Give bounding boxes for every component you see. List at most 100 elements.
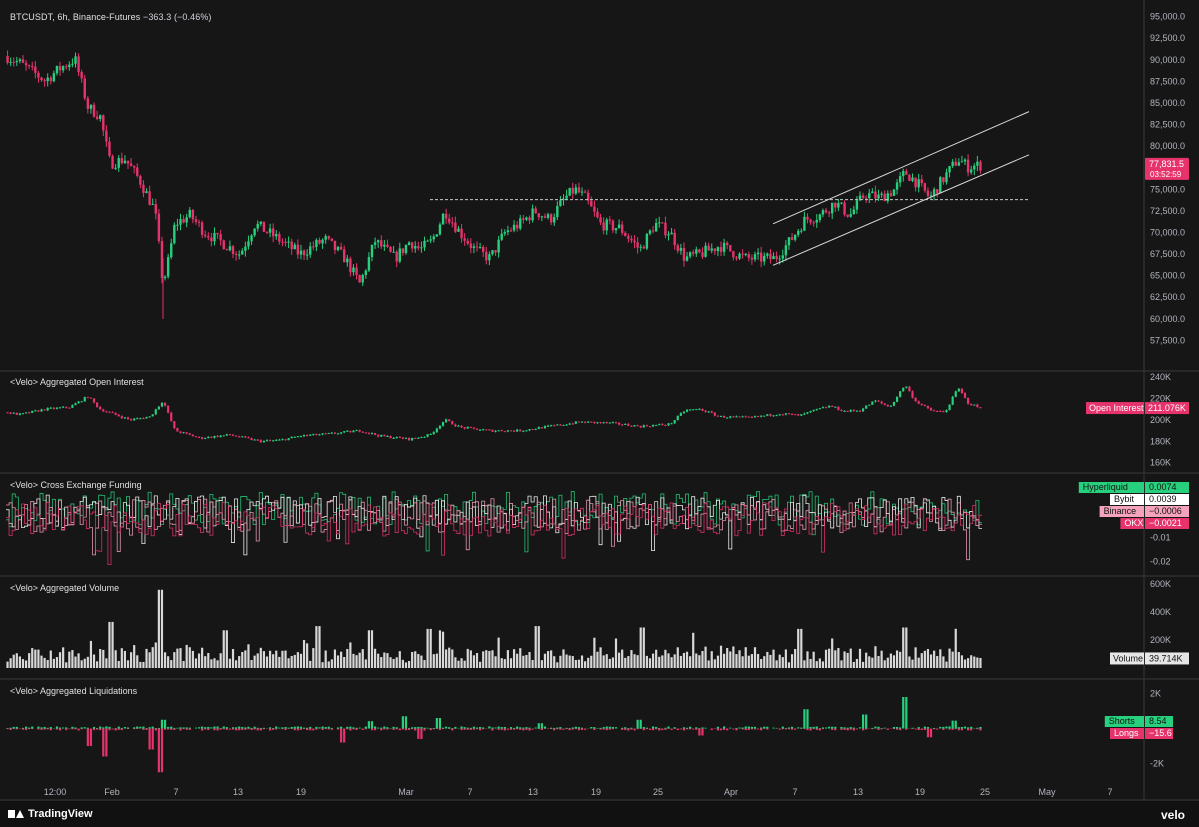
liq-short-bar bbox=[642, 727, 645, 729]
oi-candle bbox=[432, 432, 435, 435]
last-price-tag bbox=[1145, 157, 1189, 180]
oi-candle bbox=[503, 431, 506, 433]
liq-short-bar bbox=[253, 726, 256, 729]
oi-candle bbox=[979, 407, 982, 409]
liq-short-bar bbox=[278, 727, 281, 729]
oi-candle bbox=[648, 426, 652, 428]
liq-short-bar bbox=[812, 726, 815, 729]
oi-candle bbox=[698, 408, 701, 410]
price-candle bbox=[451, 222, 454, 224]
liq-long-bar bbox=[723, 728, 726, 730]
price-candle bbox=[253, 228, 256, 236]
liq-long-bar bbox=[512, 728, 516, 730]
liq-long-bar bbox=[275, 728, 278, 730]
liq-short-bar bbox=[222, 726, 225, 729]
liq-short-bar bbox=[250, 727, 253, 729]
volume-bar bbox=[824, 649, 828, 668]
price-candle bbox=[920, 179, 923, 184]
liq-long-bar bbox=[370, 728, 374, 731]
volume-bar bbox=[685, 651, 689, 668]
volume-bar bbox=[426, 628, 429, 668]
liq-long-bar bbox=[463, 728, 466, 730]
liq-tick-label: 2K bbox=[1150, 689, 1161, 699]
oi-candle bbox=[472, 427, 476, 429]
price-candle bbox=[559, 200, 562, 206]
funding-value-tag-hyperliquid bbox=[1145, 482, 1189, 493]
oi-candle bbox=[509, 430, 513, 432]
liq-long-bar bbox=[967, 728, 970, 731]
volume-bar bbox=[855, 658, 859, 668]
price-candle bbox=[648, 230, 652, 234]
oi-candle bbox=[892, 401, 896, 406]
oi-candle bbox=[92, 398, 96, 403]
oi-candle bbox=[926, 406, 930, 409]
oi-candle bbox=[395, 436, 398, 438]
oi-candle bbox=[247, 437, 250, 439]
price-candle bbox=[111, 155, 114, 169]
oi-candle bbox=[797, 414, 800, 416]
liq-short-bar bbox=[512, 727, 516, 729]
volume-bar bbox=[494, 656, 497, 668]
liq-short-bar bbox=[432, 727, 435, 729]
price-candle bbox=[472, 246, 476, 248]
volume-bar bbox=[756, 653, 760, 668]
liq-short-bar bbox=[590, 727, 593, 729]
liq-short-bar bbox=[553, 727, 556, 729]
price-candle bbox=[837, 202, 840, 208]
volume-bar bbox=[633, 654, 636, 668]
oi-candle bbox=[750, 416, 753, 418]
time-tick-label: 7 bbox=[792, 787, 797, 797]
volume-bar bbox=[49, 650, 52, 668]
liq-long-bar bbox=[216, 728, 219, 731]
oi-candle bbox=[213, 435, 216, 438]
oi-candle bbox=[318, 434, 321, 436]
volume-bar bbox=[509, 658, 513, 668]
volume-bar bbox=[658, 656, 661, 668]
liq-long-bar bbox=[892, 728, 896, 730]
liq-long-bar bbox=[979, 728, 982, 731]
price-candle bbox=[469, 243, 473, 248]
price-candle bbox=[120, 157, 124, 164]
liq-long-bar bbox=[880, 728, 883, 730]
price-candle bbox=[281, 241, 284, 243]
volume-bar bbox=[516, 653, 519, 668]
oi-candle bbox=[377, 434, 380, 437]
liq-short-bar bbox=[905, 697, 908, 729]
oi-candle bbox=[809, 411, 812, 413]
oi-candle bbox=[154, 409, 157, 415]
liq-short-bar bbox=[302, 727, 306, 729]
price-candle bbox=[15, 61, 19, 63]
liq-short-bar bbox=[268, 727, 272, 729]
liq-long-bar bbox=[546, 728, 550, 730]
volume-bar bbox=[710, 651, 713, 668]
price-candle bbox=[197, 221, 201, 223]
volume-bar bbox=[420, 655, 423, 668]
price-candle bbox=[364, 270, 368, 276]
volume-bar bbox=[719, 645, 723, 668]
oi-candle bbox=[281, 439, 284, 441]
volume-bar bbox=[537, 626, 540, 668]
liq-short-bar bbox=[664, 727, 667, 729]
price-candle bbox=[951, 161, 954, 167]
oi-candle bbox=[843, 410, 846, 412]
liq-short-bar bbox=[519, 727, 522, 729]
liq-short-bar bbox=[556, 727, 559, 729]
oi-candle bbox=[235, 435, 238, 437]
volume-bar bbox=[803, 660, 806, 668]
tradingview-logo[interactable]: TradingView bbox=[8, 808, 93, 820]
volume-bar bbox=[741, 656, 744, 668]
liq-long-bar bbox=[636, 728, 639, 730]
liq-long-bar bbox=[355, 728, 358, 730]
liq-short-bar bbox=[846, 727, 849, 729]
price-candle bbox=[457, 228, 460, 232]
liq-short-bar bbox=[831, 726, 834, 729]
oi-candle bbox=[37, 410, 40, 412]
volume-bar bbox=[6, 661, 9, 668]
liq-short-bar bbox=[970, 726, 973, 729]
liq-long-bar bbox=[201, 728, 204, 731]
volume-bar bbox=[373, 648, 377, 668]
price-candle bbox=[213, 232, 216, 242]
price-candle bbox=[667, 234, 670, 236]
liq-long-bar bbox=[71, 728, 74, 730]
